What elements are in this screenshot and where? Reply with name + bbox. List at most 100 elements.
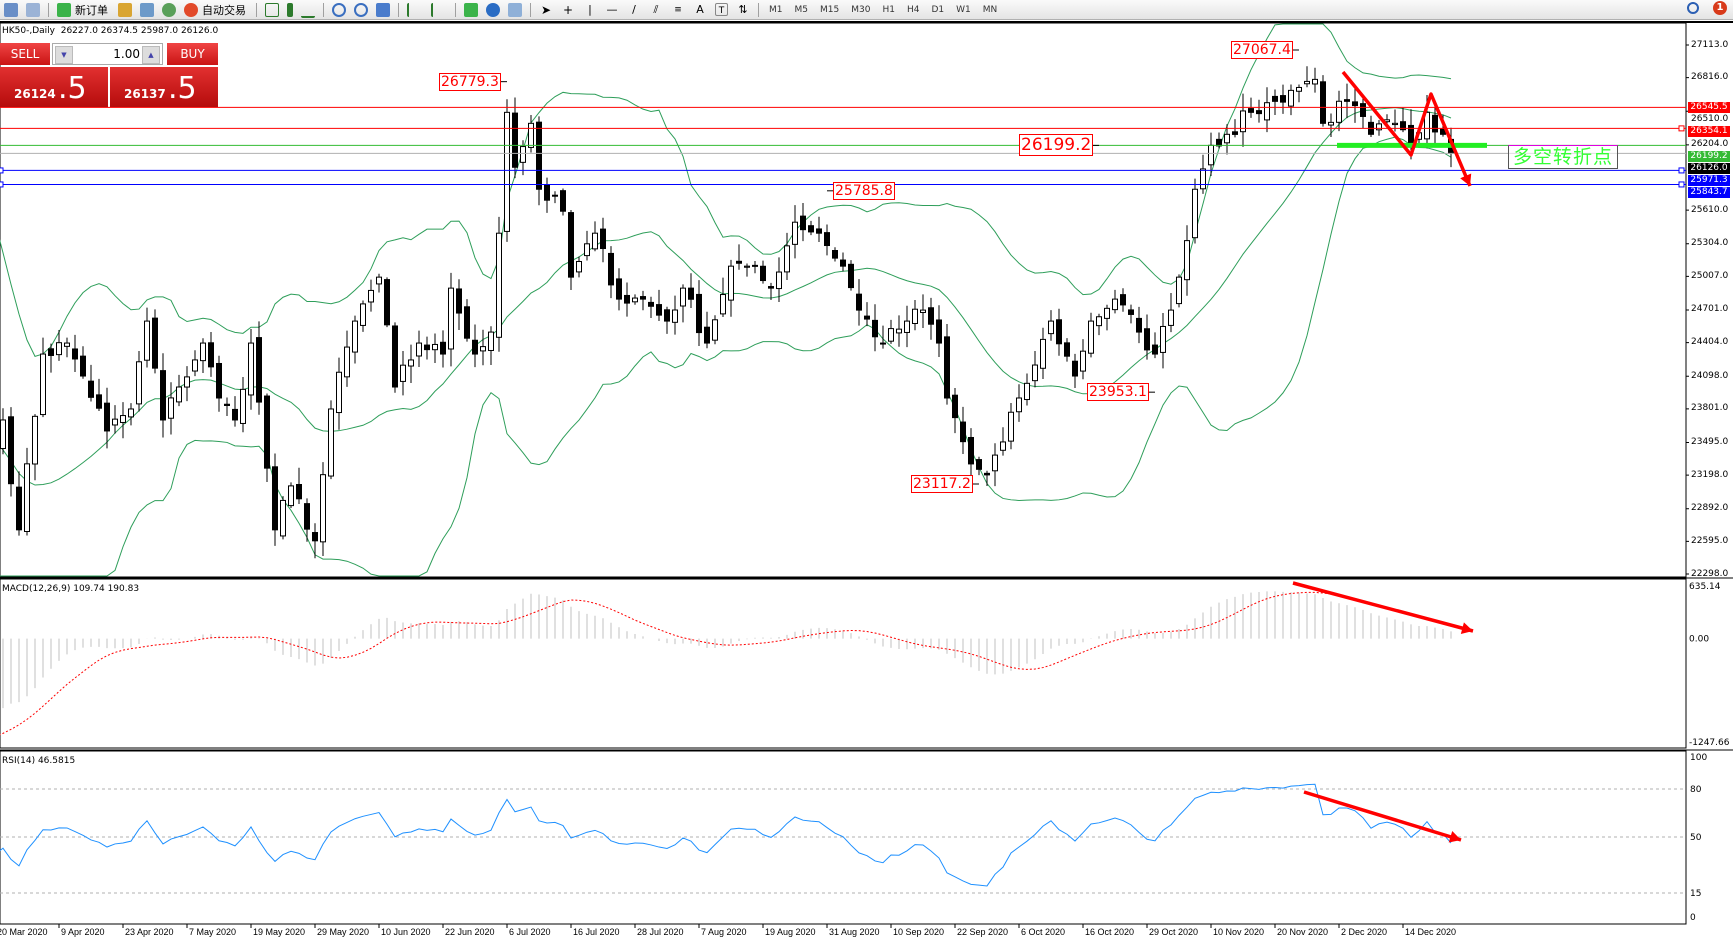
buy-button[interactable]: BUY [167, 43, 218, 65]
candle-body [552, 194, 558, 197]
candle [1032, 350, 1038, 388]
crosshair-icon[interactable]: + [562, 2, 574, 17]
price-annotation-label[interactable]: 23117.2 [911, 474, 973, 493]
metaeditor-icon[interactable] [118, 2, 132, 17]
date-axis-label: 31 Aug 2020 [829, 927, 880, 937]
turning-point-annotation[interactable]: 多空转折点 [1508, 145, 1618, 169]
candle-body [1040, 338, 1046, 369]
candle [1376, 119, 1382, 136]
candle-body [832, 250, 838, 259]
lot-increase-button[interactable]: ▲ [142, 46, 160, 64]
periods-clock-icon[interactable] [486, 2, 500, 17]
candle-body [128, 408, 134, 418]
new-chart-icon[interactable] [4, 2, 18, 17]
search-icon[interactable] [1687, 2, 1699, 14]
candle-body [264, 395, 270, 469]
candle [720, 277, 726, 317]
candle [912, 299, 918, 331]
line-chart-icon[interactable] [301, 2, 315, 18]
auto-scroll-icon[interactable] [407, 2, 423, 17]
lot-decrease-button[interactable]: ▼ [55, 46, 73, 64]
tile-windows-icon[interactable] [376, 2, 390, 17]
rsi-axis-label: 0 [1690, 913, 1696, 923]
timeframe-m5[interactable]: M5 [794, 4, 809, 15]
zoom-out-icon[interactable] [354, 2, 368, 17]
date-axis-label: 19 May 2020 [253, 927, 305, 937]
price-annotation-label[interactable]: 26779.3 [439, 72, 501, 91]
candle [552, 191, 558, 204]
candle [1192, 178, 1198, 244]
price-axis-label: 23495.0 [1691, 436, 1729, 447]
sell-price-button[interactable]: 26124 .5 [0, 67, 108, 107]
sell-button[interactable]: SELL [0, 43, 50, 65]
rsi-panel [0, 750, 1687, 925]
timeframe-d1[interactable]: D1 [931, 4, 945, 15]
new-order-button[interactable]: 新订单 [75, 3, 108, 17]
timeframe-m1[interactable]: M1 [769, 4, 783, 15]
price-annotation-label[interactable]: 23953.1 [1087, 383, 1149, 402]
vertical-line-icon[interactable]: | [588, 2, 592, 16]
date-axis-label: 16 Jul 2020 [573, 927, 620, 937]
zoom-in-icon[interactable] [332, 2, 346, 17]
candle-body [728, 265, 734, 301]
indicators-icon[interactable] [464, 2, 478, 17]
rsi-axis-label: 100 [1690, 753, 1707, 763]
price-annotation-label[interactable]: 27067.4 [1231, 41, 1293, 59]
candle-body [560, 190, 566, 212]
candle [88, 364, 94, 402]
price-annotation-label[interactable]: 25785.8 [833, 181, 895, 200]
buy-price-button[interactable]: 26137 .5 [110, 67, 218, 107]
signals-icon[interactable] [162, 2, 176, 17]
candle-body [360, 303, 366, 326]
lot-size-input[interactable]: ▼ 1.00 ▲ [52, 43, 163, 65]
horizontal-line-icon[interactable]: — [606, 2, 618, 16]
price-axis-label: 25007.0 [1691, 270, 1729, 281]
timeframe-h4[interactable]: H4 [906, 4, 920, 15]
templates-icon[interactable] [508, 2, 522, 17]
candle [144, 307, 150, 368]
candle [872, 304, 878, 352]
candle [1312, 67, 1318, 93]
candle-body [504, 111, 510, 232]
candle-body [1432, 114, 1438, 133]
bar-chart-icon[interactable] [265, 2, 279, 17]
candle [1288, 84, 1294, 116]
navigator-icon[interactable] [26, 2, 40, 17]
price-annotation-label[interactable]: 26199.2 [1019, 134, 1094, 157]
timeframe-mn[interactable]: MN [982, 4, 998, 15]
candle-body [144, 320, 150, 361]
trendline-icon[interactable]: / [632, 2, 636, 16]
candle [296, 467, 302, 504]
auto-trading-icon[interactable] [184, 2, 198, 17]
candle-body [56, 342, 62, 356]
strategy-tester-icon[interactable] [140, 2, 154, 17]
arrows-icon[interactable]: ⇅ [738, 2, 748, 16]
candlestick-chart-icon[interactable] [287, 2, 293, 17]
candle [696, 280, 702, 346]
candle-body [536, 121, 542, 190]
cursor-icon[interactable]: ➤ [540, 2, 552, 17]
candle-body [656, 304, 662, 316]
candle [304, 498, 310, 542]
candle [792, 205, 798, 259]
timeframe-h1[interactable]: H1 [882, 4, 895, 15]
notification-badge[interactable]: 1 [1713, 1, 1727, 15]
bollinger-lower-band [0, 136, 1452, 577]
timeframe-w1[interactable]: W1 [956, 4, 971, 15]
new-order-icon[interactable] [57, 2, 71, 17]
text-icon[interactable]: A [696, 2, 704, 16]
equidistant-channel-icon[interactable]: ⫽ [653, 2, 659, 16]
candle-body [1376, 123, 1382, 131]
candle-body [1344, 99, 1350, 102]
auto-trading-button[interactable]: 自动交易 [202, 3, 246, 17]
price-level-tag: 26354.1 [1688, 125, 1730, 137]
candle [328, 400, 334, 480]
fibonacci-icon[interactable]: ≡ [674, 4, 682, 15]
toolbar-divider [323, 2, 324, 17]
text-label-icon[interactable]: T [715, 3, 728, 16]
timeframe-m30[interactable]: M30 [851, 4, 871, 15]
date-axis-label: 16 Oct 2020 [1085, 927, 1134, 937]
chart-shift-icon[interactable] [431, 2, 447, 17]
timeframe-m15[interactable]: M15 [820, 4, 840, 15]
